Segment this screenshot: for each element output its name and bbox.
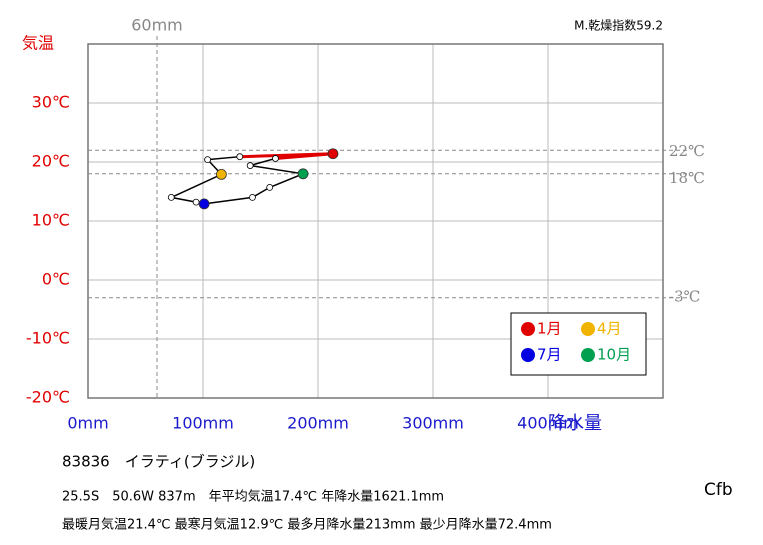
month-point bbox=[246, 162, 254, 169]
info-line: 最暖月気温21.4℃ 最寒月気温12.9℃ 最多月降水量213mm 最少月降水量… bbox=[62, 517, 552, 533]
x-tick-label: 100mm bbox=[172, 414, 234, 433]
month-point bbox=[272, 155, 279, 162]
legend-label: 4月 bbox=[597, 320, 622, 338]
x-tick-label: 400mm bbox=[517, 414, 579, 433]
x-tick-label: 300mm bbox=[402, 414, 464, 433]
reference-label: 22℃ bbox=[669, 142, 705, 160]
month-point bbox=[297, 168, 309, 180]
legend-label: 10月 bbox=[597, 346, 631, 364]
legend-label: 7月 bbox=[537, 346, 562, 364]
legend-marker bbox=[581, 322, 595, 336]
info-line: 25.5S 50.6W 837m 年平均気温17.4℃ 年降水量1621.1mm bbox=[62, 489, 444, 505]
x-tick-label: 200mm bbox=[287, 414, 349, 433]
x-tick-label: 0mm bbox=[67, 414, 108, 433]
y-tick-label: -10℃ bbox=[26, 329, 70, 348]
dryness-index: M.乾燥指数59.2 bbox=[574, 18, 663, 33]
legend-box bbox=[510, 312, 647, 376]
plot-frame bbox=[87, 43, 664, 399]
y-tick-label: -20℃ bbox=[26, 388, 70, 407]
y-axis-label: 気温 bbox=[22, 34, 54, 53]
month-point bbox=[198, 198, 210, 210]
y-tick-label: 30℃ bbox=[32, 93, 70, 112]
highlight-segment bbox=[239, 152, 333, 159]
reference-label: -3℃ bbox=[669, 288, 700, 306]
climate-class: Cfb bbox=[704, 480, 733, 500]
month-point bbox=[236, 153, 244, 161]
reference-label: 60mm bbox=[131, 16, 183, 35]
x-axis-label: 降水量 bbox=[548, 413, 602, 434]
reference-label: 18℃ bbox=[669, 169, 705, 187]
month-point bbox=[327, 148, 339, 160]
month-point bbox=[266, 183, 274, 191]
y-tick-label: 20℃ bbox=[32, 152, 70, 171]
legend-marker bbox=[521, 348, 535, 362]
month-point bbox=[167, 193, 175, 201]
month-point bbox=[192, 198, 200, 206]
legend-label: 1月 bbox=[537, 320, 562, 338]
y-tick-label: 10℃ bbox=[32, 211, 70, 230]
legend-marker bbox=[521, 322, 535, 336]
station: 83836 イラティ(ブラジル) bbox=[62, 453, 255, 471]
legend-marker bbox=[581, 348, 595, 362]
month-point bbox=[204, 156, 212, 164]
month-point bbox=[215, 168, 227, 180]
y-tick-label: 0℃ bbox=[42, 270, 70, 289]
month-point bbox=[249, 193, 256, 201]
